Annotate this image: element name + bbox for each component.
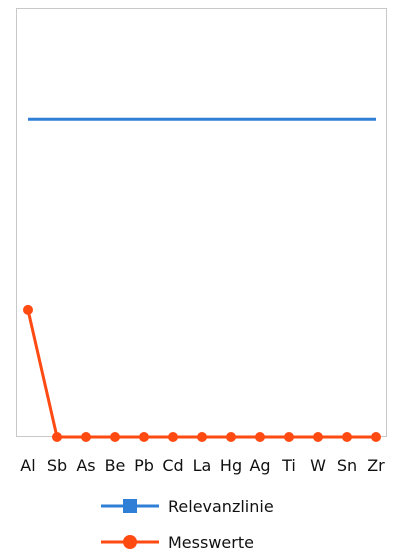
x-tick-label-sn: Sn <box>337 456 357 475</box>
x-tick-label-be: Be <box>105 456 126 475</box>
data-point-messwerte-ag[interactable] <box>255 432 265 442</box>
x-axis-tick-labels: Al Sb As Be Pb Cd La Hg Ag Ti W Sn Zr <box>20 456 385 475</box>
x-tick-label-ti: Ti <box>281 456 296 475</box>
legend-item-relevanzlinie[interactable]: Relevanzlinie <box>101 497 274 516</box>
data-point-messwerte-w[interactable] <box>313 432 323 442</box>
x-tick-label-pb: Pb <box>134 456 154 475</box>
x-tick-label-cd: Cd <box>162 456 183 475</box>
x-tick-label-w: W <box>310 456 326 475</box>
x-tick-label-ag: Ag <box>249 456 270 475</box>
data-point-messwerte-al[interactable] <box>23 304 33 315</box>
legend-label-messwerte: Messwerte <box>168 533 254 552</box>
legend-circle-marker <box>123 535 137 549</box>
data-point-messwerte-as[interactable] <box>81 432 91 442</box>
data-point-messwerte-sb[interactable] <box>52 432 62 442</box>
series-line-messwerte <box>26 309 376 439</box>
legend: Relevanzlinie Messwerte <box>101 497 274 552</box>
series-layer <box>23 117 381 442</box>
x-tick-label-al: Al <box>20 456 35 475</box>
legend-label-relevanzlinie: Relevanzlinie <box>168 497 274 516</box>
data-point-messwerte-cd[interactable] <box>168 432 178 442</box>
data-point-messwerte-ti[interactable] <box>284 432 294 442</box>
x-tick-label-zr: Zr <box>367 456 385 475</box>
legend-item-messwerte[interactable]: Messwerte <box>101 533 254 552</box>
data-point-messwerte-sn[interactable] <box>342 432 352 442</box>
x-tick-label-as: As <box>76 456 95 475</box>
series-messwerte <box>23 304 381 442</box>
legend-square-marker <box>123 499 137 513</box>
data-point-messwerte-pb[interactable] <box>139 432 149 442</box>
plot-area-frame <box>16 8 387 437</box>
data-point-messwerte-hg[interactable] <box>226 432 236 442</box>
data-point-messwerte-be[interactable] <box>110 432 120 442</box>
data-point-messwerte-la[interactable] <box>197 432 207 442</box>
x-tick-label-sb: Sb <box>47 456 67 475</box>
x-tick-label-la: La <box>193 456 212 475</box>
data-point-messwerte-zr[interactable] <box>371 432 381 442</box>
x-tick-label-hg: Hg <box>220 456 242 475</box>
